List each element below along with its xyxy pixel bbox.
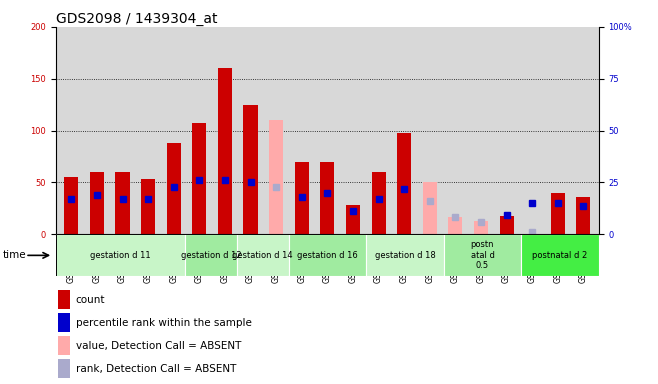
Bar — [397, 132, 411, 234]
Text: gestation d 18: gestation d 18 — [374, 251, 436, 260]
Bar — [269, 120, 283, 234]
Text: count: count — [76, 295, 105, 305]
Bar — [115, 172, 130, 234]
Bar — [243, 104, 257, 234]
Bar — [58, 336, 70, 355]
Bar — [346, 205, 360, 234]
Text: GDS2098 / 1439304_at: GDS2098 / 1439304_at — [56, 12, 217, 26]
Bar — [366, 234, 443, 276]
Text: rank, Detection Call = ABSENT: rank, Detection Call = ABSENT — [76, 364, 236, 374]
Text: gestation d 16: gestation d 16 — [297, 251, 358, 260]
Text: postn
atal d
0.5: postn atal d 0.5 — [470, 240, 494, 270]
Text: gestation d 14: gestation d 14 — [232, 251, 293, 260]
Bar — [58, 313, 70, 332]
Text: time: time — [3, 250, 26, 260]
Text: gestation d 11: gestation d 11 — [90, 251, 151, 260]
Bar — [576, 197, 590, 234]
Bar — [237, 234, 289, 276]
Text: postnatal d 2: postnatal d 2 — [532, 251, 588, 260]
Text: gestation d 12: gestation d 12 — [181, 251, 241, 260]
Bar — [521, 234, 599, 276]
Bar — [166, 143, 181, 234]
Bar — [443, 234, 521, 276]
Bar — [422, 182, 437, 234]
Bar — [56, 234, 185, 276]
Text: percentile rank within the sample: percentile rank within the sample — [76, 318, 251, 328]
Bar — [474, 221, 488, 234]
Bar — [185, 234, 237, 276]
Bar — [372, 172, 386, 234]
Bar — [58, 290, 70, 309]
Bar — [141, 179, 155, 234]
Bar — [192, 123, 207, 234]
Bar — [448, 217, 463, 234]
Bar — [289, 234, 366, 276]
Text: value, Detection Call = ABSENT: value, Detection Call = ABSENT — [76, 341, 241, 351]
Bar — [64, 177, 78, 234]
Bar — [320, 162, 334, 234]
Bar — [551, 193, 565, 234]
Bar — [58, 359, 70, 378]
Bar — [295, 162, 309, 234]
Bar — [90, 172, 104, 234]
Bar — [218, 68, 232, 234]
Bar — [499, 215, 514, 234]
